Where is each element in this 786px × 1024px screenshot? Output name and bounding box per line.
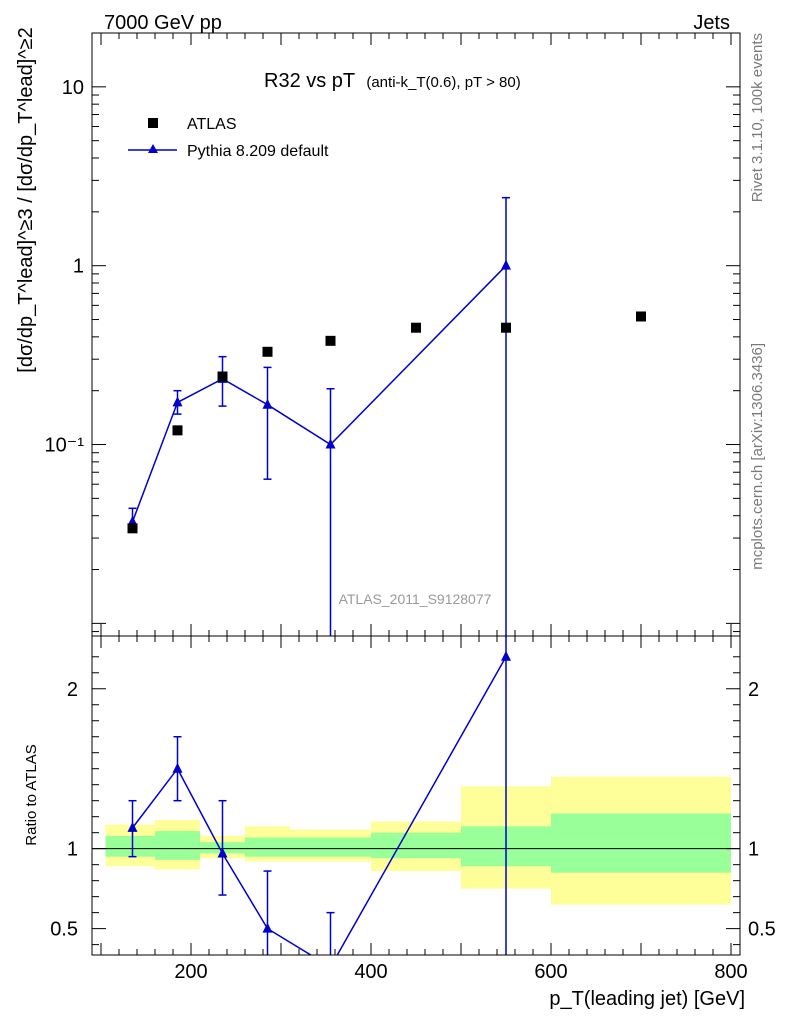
main-y-tick-label: 1: [73, 256, 84, 278]
pythia-marker: [172, 396, 183, 407]
tick-labels: 200 400 600 800 10⁻¹ 1 10 0.5 0.5 1 1 2 2: [45, 77, 776, 983]
atlas-marker: [127, 523, 138, 534]
analysis-id-label: ATLAS_2011_S9128077: [339, 591, 492, 607]
ratio-band-inner: [105, 835, 155, 857]
rivet-side-label: Rivet 3.1.10, 100k events: [749, 33, 766, 202]
ratio-y-axis-label: Ratio to ATLAS: [23, 744, 40, 845]
ratio-pythia-line: [131, 656, 507, 955]
ratio-y-tick-label-right: 2: [748, 679, 759, 701]
atlas-marker: [325, 335, 336, 346]
ratio-band-inner: [290, 837, 371, 857]
ratio-band-inner: [245, 837, 290, 857]
atlas-marker: [411, 322, 421, 333]
legend-pythia-marker: [148, 144, 158, 153]
pythia-marker: [262, 398, 273, 409]
x-tick-label: 200: [174, 961, 207, 983]
atlas-marker: [262, 346, 273, 357]
ratio-y-tick-label: 1: [67, 839, 78, 861]
legend-pythia-label: Pythia 8.209 default: [187, 143, 329, 160]
ratio-marker: [262, 922, 273, 933]
pythia-marker: [325, 438, 336, 449]
ratio-marker: [217, 847, 228, 858]
ratio-y-tick-label-right: 0.5: [748, 919, 776, 941]
pythia-line: [131, 265, 507, 523]
main-y-tick-label: 10: [62, 77, 84, 99]
atlas-marker: [217, 371, 228, 382]
axes: [91, 32, 741, 956]
pythia-marker: [501, 259, 511, 270]
ratio-panel-marks: [127, 636, 511, 955]
chart-title-main: R32 vs pT: [264, 70, 355, 92]
main-y-tick-label: 10⁻¹: [45, 435, 85, 457]
ratio-marker: [501, 650, 511, 661]
x-tick-label: 400: [354, 961, 387, 983]
ratio-uncertainty-bands: [92, 776, 740, 905]
legend-atlas-marker: [148, 118, 158, 128]
header-left-label: 7000 GeV pp: [104, 12, 222, 34]
atlas-marker: [636, 311, 646, 322]
legend-atlas-label: ATLAS: [187, 116, 237, 133]
atlas-marker: [501, 322, 511, 333]
ratio-frame: [91, 635, 741, 956]
ratio-y-tick-label: 2: [67, 679, 78, 701]
ratio-band-inner: [551, 813, 731, 873]
ratio-marker: [172, 762, 183, 773]
ratio-y-tick-label: 0.5: [50, 919, 78, 941]
ratio-band-inner: [155, 831, 200, 860]
ratio-marker: [127, 821, 138, 832]
mcplots-side-label: mcplots.cern.ch [arXiv:1306.3436]: [749, 343, 766, 570]
legend: ATLAS Pythia 8.209 default: [128, 116, 329, 160]
atlas-marker: [172, 425, 183, 436]
header-right-label: Jets: [693, 12, 730, 34]
x-axis-label: p_T(leading jet) [GeV]: [549, 988, 745, 1010]
pythia-marker: [127, 515, 138, 526]
main-panel-marks: [127, 196, 646, 636]
x-tick-label: 800: [714, 961, 747, 983]
ratio-y-tick-label-right: 1: [748, 839, 759, 861]
chart-title: R32 vs pT (anti-k_T(0.6), pT > 80): [264, 70, 521, 92]
ratio-band-inner: [371, 832, 461, 859]
x-tick-label: 600: [534, 961, 567, 983]
chart-subtitle: (anti-k_T(0.6), pT > 80): [366, 74, 520, 91]
main-y-axis-label: [dσ/dp_T^lead]^≥3 / [dσ/dp_T^lead]^≥2: [15, 27, 37, 372]
